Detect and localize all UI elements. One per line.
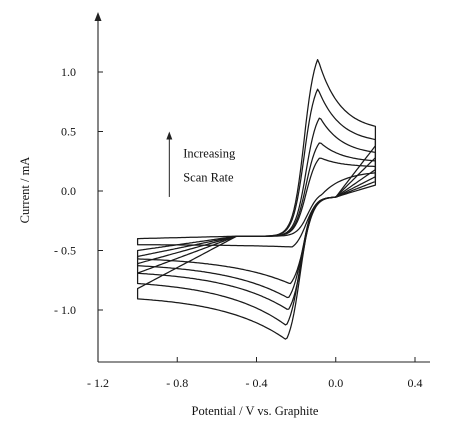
x-tick-label: 0.4 (408, 376, 423, 390)
cv-curve-1 (136, 172, 377, 248)
y-axis-arrowhead (94, 12, 102, 21)
cv-curve-3 (136, 142, 377, 299)
axes-group (94, 12, 430, 363)
y-ticks-group: 1.0 0.5 0.0 - 0.5 - 1.0 (54, 65, 103, 317)
x-tick-label: 0.0 (328, 376, 343, 390)
y-axis-label: Current / mA (18, 157, 32, 224)
cv-curve-6 (136, 58, 377, 340)
y-tick-label: 0.5 (61, 125, 76, 139)
cv-curve-4 (136, 117, 377, 310)
cv-curve-2 (136, 157, 377, 285)
annotation-line-scan-rate: Scan Rate (183, 170, 234, 184)
annotation-line-increasing: Increasing (183, 147, 236, 161)
scan-rate-annotation: Increasing Scan Rate (166, 131, 236, 197)
cv-curves-group (136, 58, 377, 340)
y-tick-label: 0.0 (61, 184, 76, 198)
y-tick-label: 1.0 (61, 65, 76, 79)
cv-curve-5 (136, 88, 377, 326)
x-axis-label: Potential / V vs. Graphite (192, 404, 319, 418)
x-tick-label: - 0.4 (246, 376, 268, 390)
x-ticks-group: - 1.2 - 0.8 - 0.4 0.0 0.4 (87, 357, 423, 390)
y-tick-label: - 1.0 (54, 303, 76, 317)
y-tick-label: - 0.5 (54, 244, 76, 258)
x-tick-label: - 1.2 (87, 376, 109, 390)
increasing-arrow-icon (166, 131, 173, 140)
x-tick-label: - 0.8 (166, 376, 188, 390)
